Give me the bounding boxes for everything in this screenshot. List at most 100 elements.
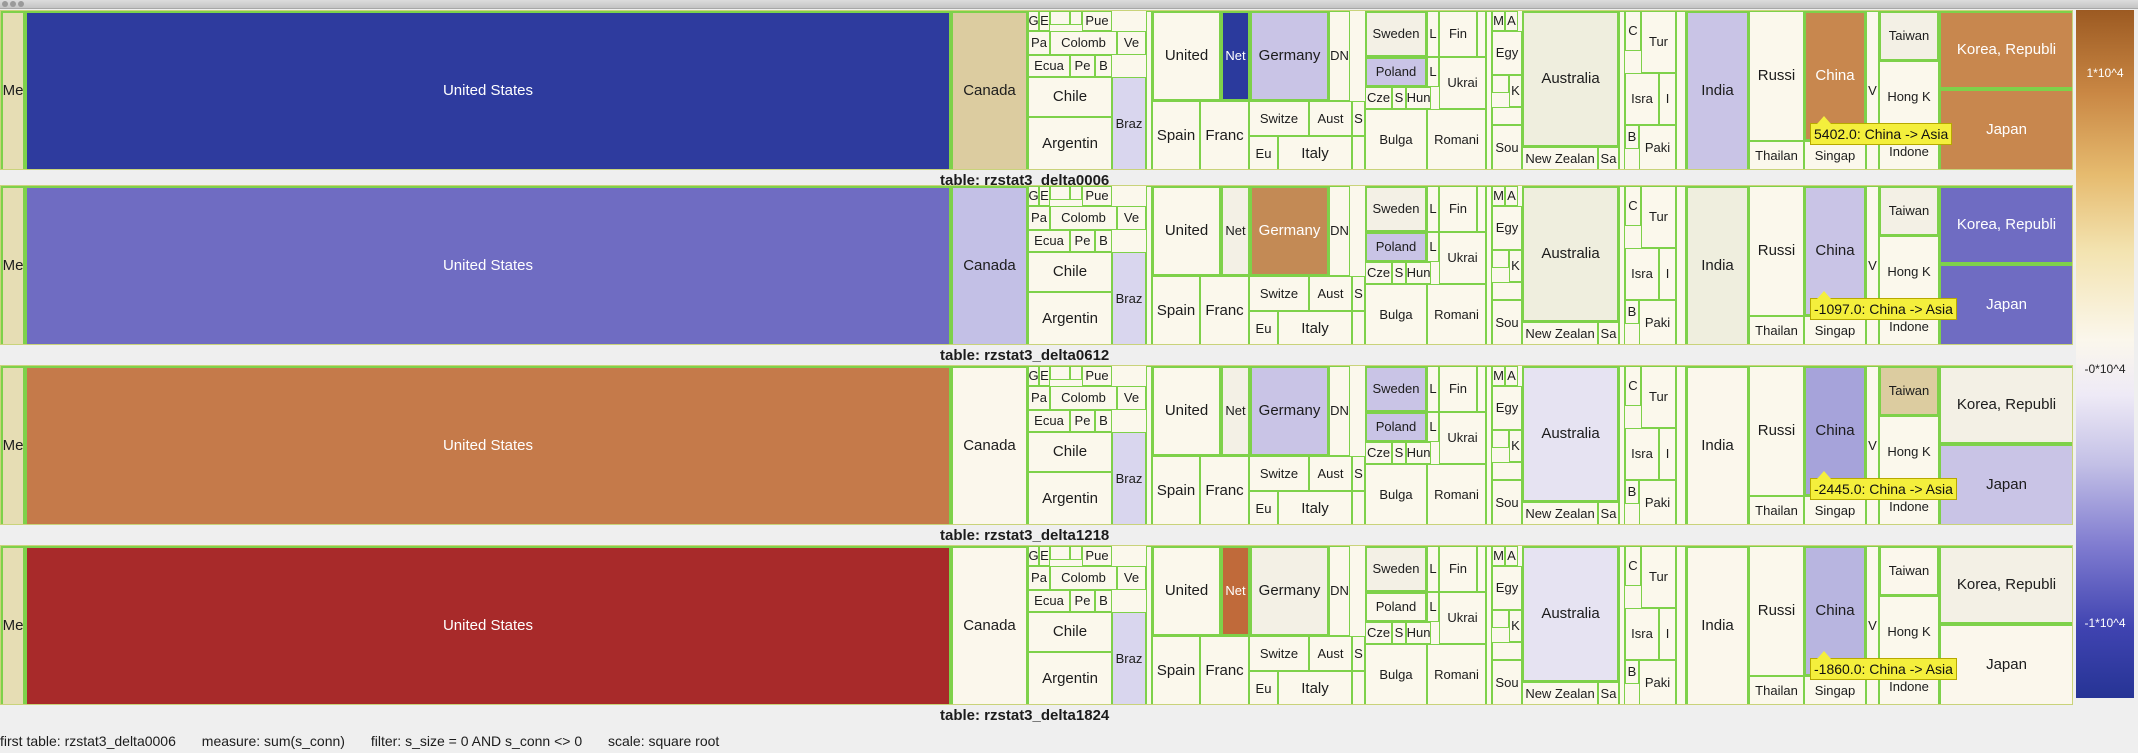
treemap-cell-s[interactable]: S [1352,276,1365,311]
treemap-cell-ecua[interactable]: Ecua [1028,590,1070,612]
treemap-cell-unlabeled[interactable] [1492,250,1509,268]
treemap-cell-unlabeled[interactable] [1619,11,1625,169]
treemap-cell-sa[interactable]: Sa [1598,502,1619,524]
treemap-cell-bulga[interactable]: Bulga [1365,109,1427,169]
window-zoom-icon[interactable] [18,1,24,7]
window-minimize-icon[interactable] [10,1,16,7]
treemap-cell-aust[interactable]: Aust [1309,456,1352,491]
treemap-cell-sa[interactable]: Sa [1598,682,1619,704]
treemap-cell-egy[interactable]: Egy [1492,31,1522,75]
treemap-cell-l[interactable]: L [1427,11,1439,57]
treemap-cell-italy[interactable]: Italy [1278,136,1352,169]
treemap-cell-romani[interactable]: Romani [1427,464,1486,524]
treemap-cell-unlabeled[interactable] [1070,186,1082,200]
treemap-cell-switze[interactable]: Switze [1249,276,1309,311]
treemap-cell-franc[interactable]: Franc [1200,636,1249,704]
treemap-cell-sweden[interactable]: Sweden [1365,546,1427,592]
treemap-cell-colomb[interactable]: Colomb [1050,206,1117,230]
treemap-cell-k[interactable]: K [1509,610,1522,642]
treemap-cell-dn[interactable]: DN [1329,366,1350,456]
treemap-cell-franc[interactable]: Franc [1200,456,1249,524]
treemap-cell-eu[interactable]: Eu [1249,491,1278,524]
treemap-cell-ve[interactable]: Ve [1117,206,1146,230]
treemap-cell-me[interactable]: Me [1,366,25,524]
treemap-cell-japan[interactable]: Japan [1939,444,2072,524]
treemap-cell-italy[interactable]: Italy [1278,311,1352,344]
treemap-cell-canada[interactable]: Canada [951,186,1028,344]
treemap-cell-unlabeled[interactable] [1146,186,1152,344]
treemap-cell-unlabeled[interactable] [1492,430,1509,448]
treemap-cell-germany[interactable]: Germany [1250,546,1329,636]
treemap-cell-hun[interactable]: Hun [1406,87,1431,109]
treemap-cell-germany[interactable]: Germany [1250,11,1329,101]
treemap-cell-s[interactable]: S [1352,636,1365,671]
treemap-cell-united[interactable]: United [1152,366,1221,456]
treemap-cell-taiwan[interactable]: Taiwan [1879,11,1939,61]
treemap-cell-pe[interactable]: Pe [1070,230,1095,252]
treemap-cell-spain[interactable]: Spain [1152,456,1200,524]
treemap-cell-franc[interactable]: Franc [1200,101,1249,169]
treemap-cell-me[interactable]: Me [1,186,25,344]
treemap-cell-aust[interactable]: Aust [1309,636,1352,671]
treemap-cell-bulga[interactable]: Bulga [1365,284,1427,344]
treemap-cell-argentin[interactable]: Argentin [1028,472,1112,524]
treemap-cell-net[interactable]: Net [1221,546,1250,636]
treemap-cell-unlabeled[interactable] [1050,546,1070,560]
treemap-cell-unlabeled[interactable] [1050,186,1070,200]
treemap-cell-argentin[interactable]: Argentin [1028,292,1112,344]
treemap-cell-l[interactable]: L [1427,57,1439,87]
treemap-cell-canada[interactable]: Canada [951,546,1028,704]
treemap-cell-bulga[interactable]: Bulga [1365,644,1427,704]
treemap-cell-unlabeled[interactable] [1477,546,1486,592]
treemap-cell-india[interactable]: India [1686,186,1749,344]
treemap-cell-hun[interactable]: Hun [1406,622,1431,644]
treemap-cell-c[interactable]: C [1625,11,1641,51]
treemap-cell-chile[interactable]: Chile [1028,612,1112,652]
treemap-cell-b[interactable]: B [1625,660,1639,684]
treemap-cell-pa[interactable]: Pa [1028,566,1050,590]
treemap-cell-c[interactable]: C [1625,546,1641,586]
treemap-cell-thailan[interactable]: Thailan [1749,141,1804,169]
treemap-cell-unlabeled[interactable] [1352,491,1365,524]
treemap-cell-s[interactable]: S [1392,622,1406,644]
treemap-cell-romani[interactable]: Romani [1427,109,1486,169]
treemap-cell-m[interactable]: M [1492,11,1505,31]
treemap-cell-egy[interactable]: Egy [1492,206,1522,250]
treemap-cell-paki[interactable]: Paki [1639,660,1676,704]
treemap-cell-unlabeled[interactable] [1146,366,1152,524]
treemap-cell-unlabeled[interactable] [1146,546,1152,704]
treemap-cell-sweden[interactable]: Sweden [1365,11,1427,57]
treemap-cell-switze[interactable]: Switze [1249,101,1309,136]
treemap-cell-korea[interactable]: Korea, Republi [1939,366,2072,444]
treemap-cell-taiwan[interactable]: Taiwan [1879,186,1939,236]
treemap-cell-v[interactable]: V [1866,366,1879,524]
treemap-cell-eu[interactable]: Eu [1249,311,1278,344]
treemap-cell-united[interactable]: United [1152,186,1221,276]
treemap-cell-singap[interactable]: Singap [1804,141,1866,169]
treemap-cell-g[interactable]: G [1028,11,1039,31]
treemap-cell-india[interactable]: India [1686,366,1749,524]
treemap-cell-spain[interactable]: Spain [1152,101,1200,169]
treemap-cell-egy[interactable]: Egy [1492,566,1522,610]
treemap-cell-sou[interactable]: Sou [1492,300,1522,344]
treemap-cell-unlabeled[interactable] [1477,366,1486,412]
treemap-cell-hun[interactable]: Hun [1406,442,1431,464]
treemap-cell-chile[interactable]: Chile [1028,252,1112,292]
treemap-cell-chile[interactable]: Chile [1028,77,1112,117]
treemap-cell-paki[interactable]: Paki [1639,300,1676,344]
treemap-cell-unlabeled[interactable] [1619,366,1625,524]
treemap-cell-singap[interactable]: Singap [1804,496,1866,524]
treemap-cell-fin[interactable]: Fin [1439,366,1477,412]
treemap-cell-unlabeled[interactable] [1486,186,1492,344]
treemap-cell-k[interactable]: K [1509,250,1522,282]
treemap-cell-new-zealan[interactable]: New Zealan [1522,322,1598,344]
treemap-cell-pa[interactable]: Pa [1028,386,1050,410]
treemap-cell-unlabeled[interactable] [1477,11,1486,57]
treemap-cell-russi[interactable]: Russi [1749,546,1804,676]
treemap-cell-poland[interactable]: Poland [1365,57,1427,87]
treemap-cell-v[interactable]: V [1866,11,1879,169]
treemap-cell-sweden[interactable]: Sweden [1365,366,1427,412]
treemap-cell-sou[interactable]: Sou [1492,660,1522,704]
treemap-cell-korea[interactable]: Korea, Republi [1939,11,2072,89]
treemap-cell-italy[interactable]: Italy [1278,671,1352,704]
